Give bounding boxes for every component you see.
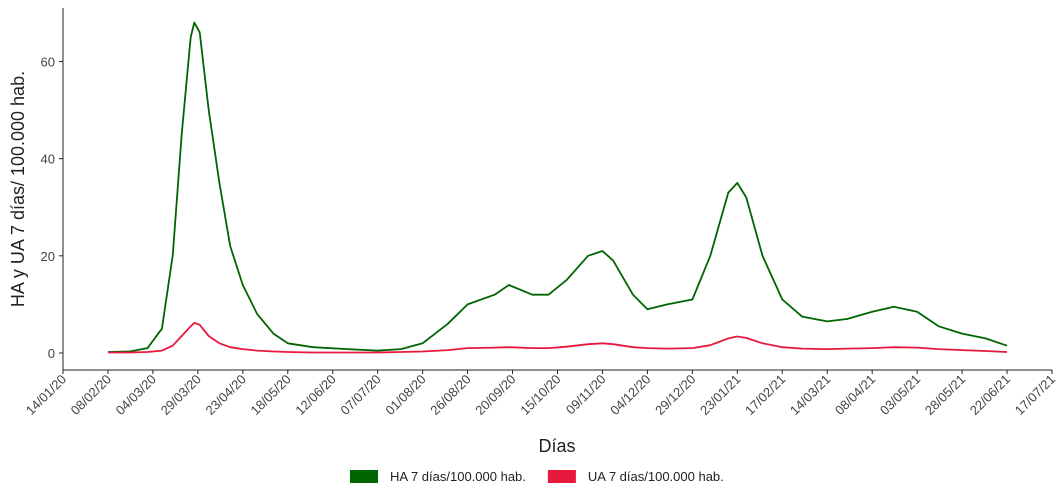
x-tick-label: 04/03/20 [113,372,159,418]
x-tick-label: 23/04/20 [203,372,249,418]
legend-label: UA 7 días/100.000 hab. [588,469,724,484]
data-line [107,21,1008,353]
x-tick-label: 04/12/20 [607,372,653,418]
legend-label: HA 7 días/100.000 hab. [390,469,526,484]
x-tick-label: 03/05/21 [877,372,923,418]
x-axis-title: Días [538,436,575,456]
x-tick-label: 29/12/20 [652,372,698,418]
data-line [108,321,1008,354]
x-tick-label: 28/05/21 [922,372,968,418]
y-tick-label: 40 [41,152,55,167]
x-tick-label: 14/03/21 [787,372,833,418]
legend-swatch [547,470,576,483]
x-tick-label: 01/08/20 [382,372,428,418]
x-tick-label: 08/02/20 [68,372,114,418]
x-tick-label: 23/01/21 [697,372,743,418]
x-tick-label: 14/01/20 [23,372,69,418]
y-tick-label: 60 [41,54,55,69]
y-tick-label: 20 [41,249,55,264]
x-tick-label: 09/11/20 [563,372,609,418]
x-tick-label: 08/04/21 [832,372,878,418]
y-tick-label: 0 [48,346,55,361]
y-axis-title: HA y UA 7 días/ 100.000 hab. [8,71,28,307]
x-tick-label: 07/07/20 [337,372,383,418]
x-tick-label: 22/06/21 [967,372,1013,418]
x-tick-label: 17/02/21 [742,372,788,418]
x-tick-label: 26/08/20 [427,372,473,418]
x-tick-label: 29/03/20 [158,372,204,418]
x-tick-label: 12/06/20 [292,372,338,418]
x-tick-label: 17/07/21 [1012,372,1058,418]
x-tick-label: 18/05/20 [248,372,294,418]
legend-swatch [350,470,378,483]
x-tick-label: 15/10/20 [517,372,563,418]
x-tick-label: 20/09/20 [472,372,518,418]
